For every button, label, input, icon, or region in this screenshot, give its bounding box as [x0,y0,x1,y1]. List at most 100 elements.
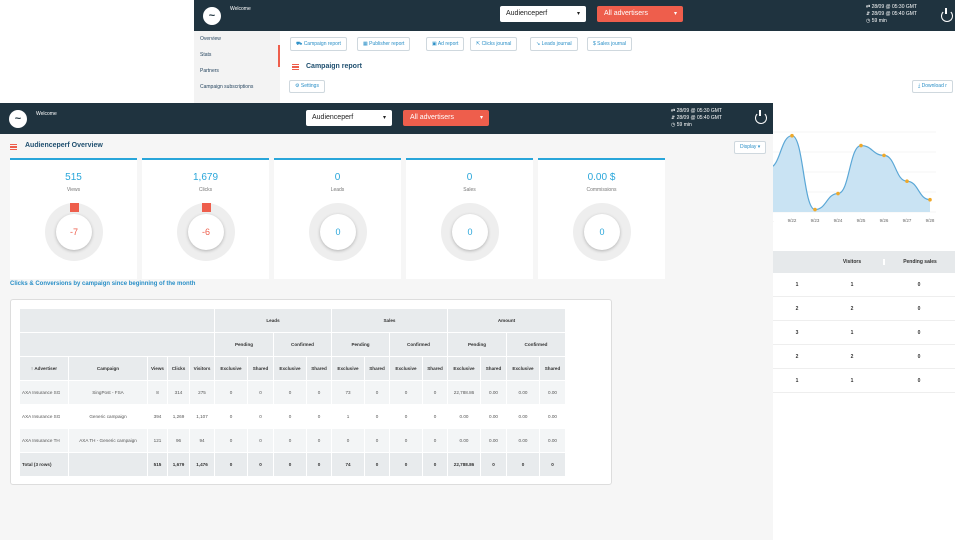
stat-value: 515 [65,172,82,183]
stat-gauge: -7 [45,203,103,261]
table-cell: AXA Insurance TH [19,428,69,453]
table-cell: 74 [331,452,365,477]
tab-campaign-report[interactable]: ⛟ Campaign report [290,37,347,51]
table-cell: 0 [247,380,274,405]
column-header[interactable]: Exclusive [389,356,423,381]
chart-area [771,135,930,212]
table-cell [68,452,148,477]
table-cell: 0 [214,428,248,453]
sidebar-item-stats[interactable]: Stats [200,52,212,58]
column-header[interactable]: Exclusive [214,356,248,381]
subgroup-header: Pending [214,332,274,357]
table-row: AXA Insurance SG Generic campaign 394 1,269… [19,404,566,429]
account-select[interactable]: Audienceperf ▾ [500,6,586,22]
tab-clicks-journal[interactable]: ⇱ Clicks journal [470,37,518,51]
table-cell: 0 [306,452,332,477]
tab-publisher-report[interactable]: ▦ Publisher report [357,37,411,51]
column-header[interactable]: Views [147,356,168,381]
table-cell: 1 [850,329,854,336]
stat-card-clicks: 1,679 Clicks -6 [142,158,269,279]
menu-icon[interactable] [292,64,299,70]
table-cell: 1,476 [189,452,215,477]
chevron-down-icon: ▾ [382,115,386,121]
advertiser-select[interactable]: All advertisers ▾ [597,6,683,22]
status-line: ◷ 59 min [671,122,692,128]
table-cell: 0 [247,404,274,429]
table-row: AXA Insurance SG SingPost - FSA 8 314 275 0 0 0… [19,380,566,405]
stat-label: Sales [463,187,476,193]
x-tick-label: 9/22 [788,218,797,223]
sidebar-scrollbar[interactable] [278,45,280,67]
table-cell: 0.00 [539,380,566,405]
front-window: ~ Welcome Audienceperf ▾ All advertisers ▾… [0,103,773,540]
subgroup-header: Pending [447,332,507,357]
table-cell: 2 [795,353,799,360]
column-header[interactable]: Shared [539,356,566,381]
table-cell: 0.00 [447,428,481,453]
tab-ad-report[interactable]: ▣ Ad report [426,37,465,51]
column-header[interactable]: Shared [247,356,274,381]
subgroup-header: Confirmed [273,332,332,357]
table-cell: 2 [850,353,854,360]
column-header[interactable]: Clicks [167,356,190,381]
x-tick-label: 9/25 [857,218,866,223]
gauge-marker [70,203,79,212]
settings-button[interactable]: ⚙ Settings [289,80,325,93]
table-cell: 0 [422,404,448,429]
sidebar-item-partners[interactable]: Partners [200,68,219,74]
logo-icon: ~ [203,7,221,25]
back-table: Visitors Pending sales 1 1 0 2 2 0 3 1 0 2 2 0 1 1 0 [773,251,955,393]
column-header: Visitors [842,259,862,265]
stat-label: Commissions [586,187,617,193]
stat-label: Views [66,187,81,193]
power-icon[interactable] [941,8,953,22]
menu-icon[interactable] [10,144,17,150]
table-cell: 1 [795,281,799,288]
column-header[interactable]: Exclusive [506,356,540,381]
tab-leads-journal[interactable]: ↘ Leads journal [530,37,578,51]
table-cell: 0.00 [539,404,566,429]
column-header[interactable]: Campaign [68,356,148,381]
display-button[interactable]: Display ▾ [734,141,767,154]
column-header[interactable]: Shared [480,356,507,381]
download-button[interactable]: ⤓ Download r [912,80,953,93]
sidebar-item-campaign-subscriptions[interactable]: Campaign subscriptions [200,84,254,90]
back-table-header: Visitors Pending sales [773,251,955,273]
power-icon[interactable] [755,110,767,124]
table-row: 2 2 0 [773,297,955,321]
column-header[interactable]: Exclusive [273,356,307,381]
column-header[interactable]: Visitors [189,356,215,381]
table-cell: 0.00 [506,380,540,405]
table-cell: 0 [389,380,423,405]
sidebar-item-overview[interactable]: Overview [200,36,221,42]
stat-gauge: 0 [441,203,499,261]
front-topbar: ~ Welcome Audienceperf ▾ All advertisers ▾… [0,103,773,134]
table-cell: 0 [214,380,248,405]
column-header[interactable]: Shared [306,356,332,381]
table-cell: 0 [306,380,332,405]
gauge-value: -7 [56,214,92,250]
column-header[interactable]: Shared [422,356,448,381]
campaign-table: Leads Sales Amount Pending Confirmed Pending C… [19,308,566,477]
stat-label: Leads [330,187,345,193]
table-cell: 314 [167,380,190,405]
column-header[interactable]: Exclusive [331,356,365,381]
tab-sales-journal[interactable]: $ Sales journal [587,37,633,51]
column-header[interactable]: ↑ Advertiser [19,356,69,381]
table-cell: 0 [364,380,390,405]
stat-gauge: -6 [177,203,235,261]
advertiser-select[interactable]: All advertisers ▾ [403,110,489,126]
table-total-row: Total (3 rows) 515 1,679 1,476 0 0 0 0 74 0 0 0 22,7… [19,452,566,477]
account-select[interactable]: Audienceperf ▾ [306,110,392,126]
table-cell: 8 [147,380,168,405]
table-cell: 0 [422,428,448,453]
subgroup-header: Pending [331,332,390,357]
column-header[interactable]: Exclusive [447,356,481,381]
stat-value: 0 [466,172,473,183]
page-title: Campaign report [306,63,363,70]
table-row: 3 1 0 [773,321,955,345]
table-cell: 0 [331,428,365,453]
table-cell: 0 [214,452,248,477]
table-cell: 0 [917,281,921,288]
column-header[interactable]: Shared [364,356,390,381]
